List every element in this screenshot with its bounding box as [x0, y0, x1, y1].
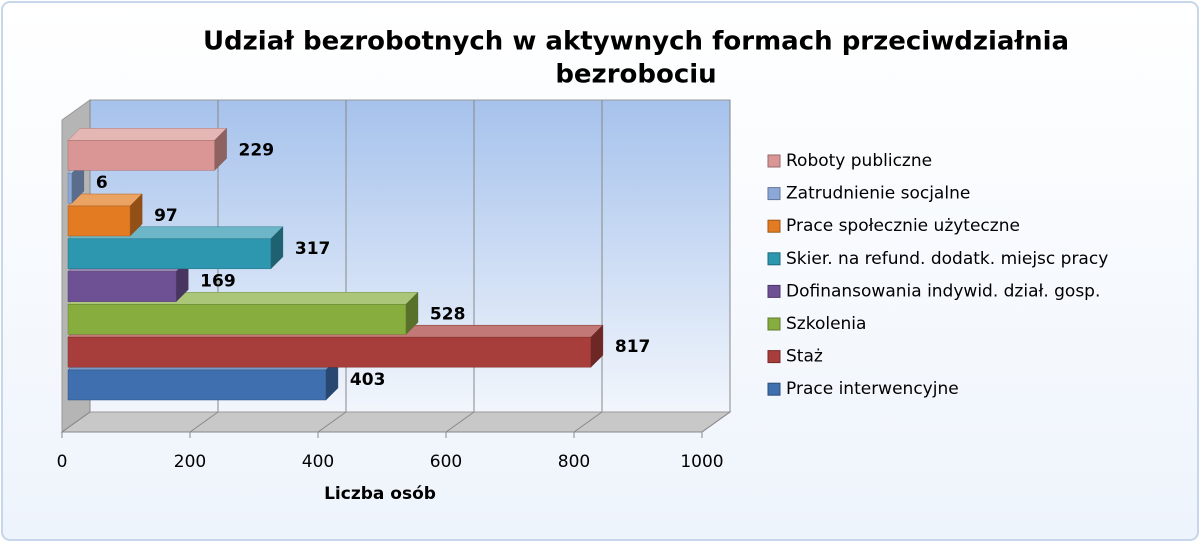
x-tick-label: 1000	[680, 452, 723, 472]
legend-label: Skier. na refund. dodatk. miejsc pracy	[786, 249, 1108, 269]
legend-swatch	[767, 284, 781, 298]
x-tick-label: 600	[430, 452, 462, 472]
x-tick-label: 0	[57, 452, 68, 472]
bar	[67, 140, 215, 171]
floor-grid-line	[445, 411, 475, 433]
legend-swatch	[767, 317, 781, 331]
floor-grid-line	[701, 411, 731, 433]
x-tick-label: 800	[558, 452, 590, 472]
legend-label: Prace społecznie użyteczne	[786, 216, 1020, 236]
legend-label: Prace interwencyjne	[786, 379, 959, 399]
legend-label: Roboty publiczne	[786, 151, 932, 171]
data-label: 317	[295, 239, 331, 259]
legend-swatch	[767, 154, 781, 168]
chart-title-line2: bezrobociu	[555, 60, 716, 90]
bar	[67, 271, 177, 302]
legend-label: Staż	[786, 347, 823, 367]
bar	[67, 304, 407, 335]
data-label: 817	[615, 337, 651, 357]
legend-swatch	[767, 350, 781, 364]
data-label: 169	[200, 272, 236, 292]
floor-grid-line	[189, 411, 219, 433]
data-label: 6	[96, 173, 108, 193]
legend-swatch	[767, 219, 781, 233]
floor	[60, 411, 732, 433]
bar	[67, 336, 592, 368]
legend-label: Szkolenia	[786, 314, 866, 334]
bar	[67, 238, 272, 270]
legend-label: Zatrudnienie socjalne	[786, 184, 970, 204]
legend-swatch	[767, 187, 781, 201]
floor-grid-line	[573, 411, 603, 433]
floor-grid-line	[317, 411, 347, 433]
legend-label: Dofinansowania indywid. dział. gosp.	[786, 281, 1100, 301]
legend-swatch	[767, 252, 781, 266]
legend-swatch	[767, 382, 781, 396]
bar	[67, 205, 131, 237]
bar-top	[67, 128, 228, 141]
data-label: 97	[154, 206, 178, 226]
floor-grid-line	[61, 411, 91, 433]
data-label: 528	[430, 304, 466, 324]
x-axis-title: Liczba osób	[324, 484, 436, 504]
x-tick-label: 400	[302, 452, 334, 472]
bar	[67, 172, 73, 204]
bar	[67, 369, 327, 401]
data-label: 403	[350, 370, 386, 390]
x-tick-label: 200	[174, 452, 206, 472]
chart-title: Udział bezrobotnych w aktywnych formach …	[203, 27, 1069, 57]
data-label: 229	[239, 140, 275, 160]
